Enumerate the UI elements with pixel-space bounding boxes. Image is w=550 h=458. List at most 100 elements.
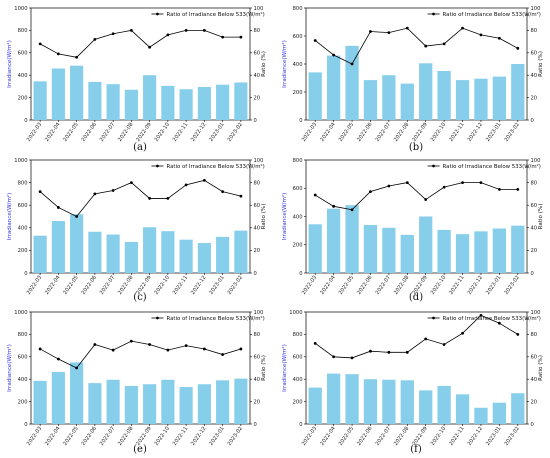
bar bbox=[308, 224, 322, 273]
x-tick-label: 2022-12 bbox=[190, 426, 207, 447]
ratio-point bbox=[516, 187, 520, 191]
left-tick-label: 800 bbox=[18, 180, 28, 186]
bar bbox=[88, 231, 102, 273]
bar bbox=[51, 221, 65, 273]
x-tick-label: 2022-12 bbox=[467, 426, 484, 447]
ratio-point bbox=[184, 29, 188, 32]
right-tick-label: 40 bbox=[254, 226, 261, 232]
panel-label: (d) bbox=[409, 292, 423, 303]
legend-label: Ratio of Irradiance Below 533(W/m²) bbox=[166, 163, 264, 170]
bar bbox=[511, 64, 525, 120]
bar bbox=[33, 81, 47, 120]
bar bbox=[474, 231, 488, 273]
bar bbox=[363, 379, 378, 424]
bar bbox=[179, 239, 193, 273]
x-tick-label: 2022-08 bbox=[117, 275, 134, 296]
x-tick-label: 2022-05 bbox=[338, 122, 355, 143]
left-tick-label: 400 bbox=[18, 377, 28, 383]
x-tick-label: 2022-10 bbox=[430, 122, 447, 143]
bar bbox=[492, 76, 507, 120]
x-tick-label: 2022-07 bbox=[375, 275, 392, 296]
x-tick-label: 2022-08 bbox=[393, 275, 410, 296]
ratio-point bbox=[202, 178, 206, 182]
x-tick-label: 2022-07 bbox=[375, 426, 392, 447]
y-axis-right-title: Ratio (%) bbox=[538, 355, 544, 381]
x-tick-label: 2022-05 bbox=[62, 122, 79, 143]
x-tick-label: 2022-11 bbox=[172, 426, 189, 447]
x-tick-label: 2022-09 bbox=[411, 122, 428, 143]
right-tick-label: 0 bbox=[531, 118, 534, 124]
y-axis-left-title: Irradiance(W/m²) bbox=[6, 40, 13, 88]
plot-frame bbox=[30, 311, 251, 425]
right-tick-label: 0 bbox=[254, 422, 257, 428]
x-tick-label: 2022-06 bbox=[356, 275, 373, 296]
x-tick-label: 2023-02 bbox=[504, 122, 521, 143]
x-tick-label: 2022-08 bbox=[117, 122, 134, 143]
ratio-point bbox=[350, 208, 354, 212]
bar bbox=[197, 243, 211, 273]
bar bbox=[382, 75, 396, 120]
left-tick-label: 0 bbox=[299, 118, 302, 124]
y-axis-right-title: Ratio (%) bbox=[261, 204, 267, 230]
bar bbox=[474, 78, 488, 120]
bar bbox=[161, 379, 175, 424]
bar bbox=[234, 378, 248, 424]
x-tick-label: 2022-10 bbox=[154, 426, 171, 447]
left-tick-label: 400 bbox=[293, 62, 303, 68]
bar bbox=[51, 371, 65, 424]
right-tick-label: 100 bbox=[531, 158, 541, 164]
bar bbox=[455, 80, 470, 120]
x-tick-label: 2022-11 bbox=[172, 122, 189, 143]
right-tick-label: 20 bbox=[254, 399, 261, 405]
x-tick-label: 2023-02 bbox=[504, 275, 521, 296]
bar bbox=[400, 234, 414, 273]
bar bbox=[216, 84, 230, 120]
left-tick-label: 600 bbox=[18, 51, 28, 57]
x-tick-label: 2022-11 bbox=[172, 275, 189, 296]
right-tick-label: 0 bbox=[254, 118, 257, 124]
right-tick-label: 80 bbox=[531, 332, 538, 338]
right-tick-label: 80 bbox=[254, 28, 261, 34]
bar bbox=[179, 89, 193, 120]
ratio-point bbox=[313, 341, 317, 345]
x-tick-label: 2022-12 bbox=[190, 122, 207, 143]
ratio-point bbox=[497, 321, 501, 325]
x-tick-label: 2023-01 bbox=[485, 275, 502, 296]
right-tick-label: 100 bbox=[254, 158, 264, 164]
left-tick-label: 600 bbox=[18, 203, 28, 209]
bar bbox=[106, 379, 120, 424]
x-tick-label: 2022-06 bbox=[81, 275, 98, 296]
right-tick-label: 40 bbox=[254, 73, 261, 79]
left-tick-label: 800 bbox=[293, 6, 303, 12]
ratio-point bbox=[129, 339, 133, 343]
bar bbox=[143, 384, 157, 424]
bar bbox=[326, 55, 341, 120]
ratio-point bbox=[184, 183, 188, 187]
ratio-point bbox=[405, 26, 409, 30]
y-axis-left-title: Irradiance(W/m²) bbox=[281, 40, 288, 88]
bar bbox=[161, 231, 175, 273]
y-axis-left-title: Irradiance(W/m²) bbox=[6, 344, 13, 392]
x-tick-label: 2022-03 bbox=[301, 122, 318, 143]
bar bbox=[143, 227, 157, 273]
bar bbox=[197, 384, 211, 424]
ratio-point bbox=[516, 46, 520, 50]
plot-frame bbox=[305, 311, 528, 425]
panel-label: (f) bbox=[410, 444, 422, 455]
x-tick-label: 2022-03 bbox=[301, 275, 318, 296]
x-tick-label: 2022-03 bbox=[26, 426, 43, 447]
ratio-point bbox=[129, 29, 133, 32]
legend-marker bbox=[432, 316, 435, 320]
ratio-point bbox=[239, 194, 243, 198]
x-tick-label: 2022-04 bbox=[319, 425, 337, 447]
ratio-point bbox=[56, 206, 60, 209]
bar bbox=[419, 63, 433, 120]
legend-marker bbox=[156, 164, 159, 168]
x-tick-label: 2022-12 bbox=[467, 122, 484, 143]
ratio-point bbox=[461, 331, 464, 335]
right-tick-label: 40 bbox=[254, 377, 261, 383]
x-tick-label: 2022-03 bbox=[26, 122, 43, 143]
ratio-point bbox=[38, 347, 42, 351]
bar bbox=[363, 80, 378, 120]
